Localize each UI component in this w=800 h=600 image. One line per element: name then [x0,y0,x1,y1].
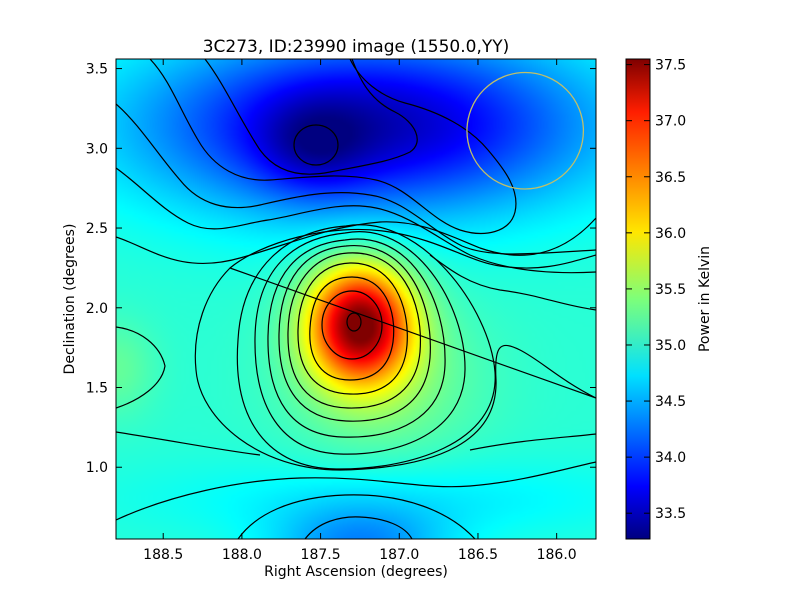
contour-line [237,494,476,539]
colorbar [625,58,651,540]
beam-circle [466,71,585,190]
contour-line [116,431,596,456]
colorbar-tick-label: 35.5 [655,282,686,298]
x-tick-label: 188.5 [143,547,183,563]
contour-line [278,245,431,422]
contour-line [116,103,596,255]
colorbar-tick-label: 37.0 [655,114,686,130]
y-tick-label: 2.5 [86,221,108,237]
x-tick-label: 187.0 [379,547,419,563]
colorbar-tick-label: 36.5 [655,170,686,186]
x-tick-label: 186.0 [537,547,577,563]
colorbar-label: Power in Kelvin [697,246,713,352]
contour-line [116,461,596,521]
x-tick-label: 186.5 [458,547,498,563]
y-tick-label: 3.5 [86,62,108,78]
contour-line [287,252,422,409]
y-tick-label: 1.5 [86,381,108,397]
y-axis-label: Declination (degrees) [62,224,78,375]
contour-line [149,59,517,234]
contour-line [194,228,596,471]
contour-line [429,254,596,311]
x-axis-label: Right Ascension (degrees) [264,564,448,580]
contour-line [293,124,339,166]
contour-line [116,167,596,274]
colorbar-tick-label: 33.5 [655,506,686,522]
y-tick-label: 2.0 [86,301,108,317]
contour-line [321,290,383,360]
contour-line [297,262,408,395]
y-tick-label: 3.0 [86,141,108,157]
contour-line [346,312,362,332]
contour-line [116,217,596,265]
plot-frame [115,58,597,540]
x-tick-label: 188.0 [222,547,262,563]
contour-line [304,516,413,539]
chart-title: 3C273, ID:23990 image (1550.0,YY) [203,37,510,57]
contour-line [254,231,466,455]
x-axis: 188.5 188.0 187.5 187.0 186.5 186.0 [143,59,577,563]
contour-line [116,326,166,409]
x-tick-label: 187.5 [301,547,341,563]
contour-line [309,276,395,381]
y-axis: 1.0 1.5 2.0 2.5 3.0 3.5 [86,62,596,476]
colorbar-tick-label: 36.0 [655,226,686,242]
heatmap-image [116,59,596,539]
contour-line [267,238,446,438]
colorbar-tick-label: 35.0 [655,338,686,354]
contour-line [236,224,496,470]
contour-lines [116,59,596,539]
contour-line [204,59,418,175]
colorbar-tick-label: 37.5 [655,58,686,74]
colorbar-axis: 33.5 34.0 34.5 35.0 35.5 36.0 36.5 37.0 37.5 [626,58,686,522]
colorbar-tick-label: 34.0 [655,450,686,466]
y-tick-label: 1.0 [86,460,108,476]
colorbar-tick-label: 34.5 [655,394,686,410]
